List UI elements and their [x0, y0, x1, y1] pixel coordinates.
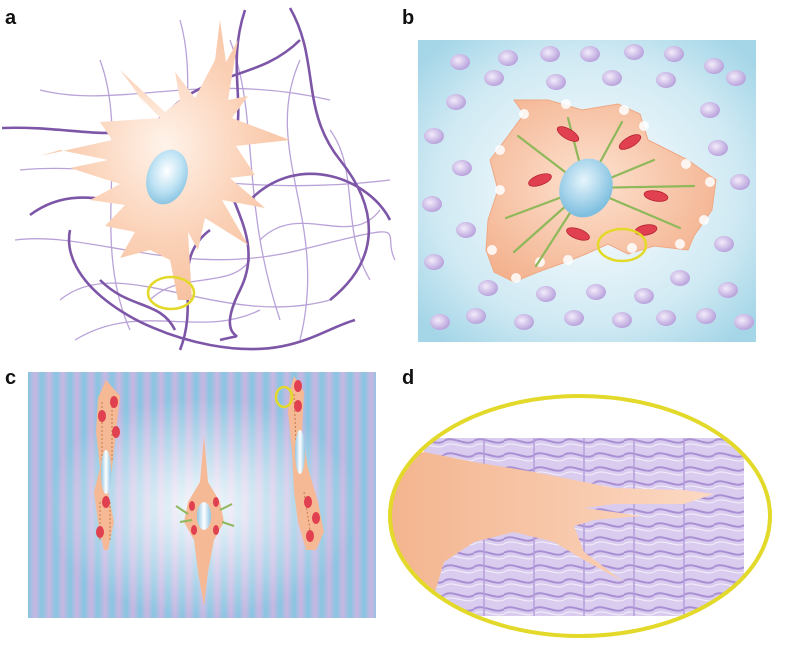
zoom-highlight-ring [388, 394, 772, 638]
elongated-cell-center [175, 436, 235, 606]
elongated-cell-left [94, 380, 120, 550]
panel-d-illustration [388, 394, 772, 638]
panel-letter-c: c [5, 367, 17, 389]
panel-b-illustration [418, 40, 756, 342]
panel-a-fiber-network [0, 0, 400, 360]
focal-contact-highlight-ring [596, 227, 648, 263]
panel-letter-b: b [402, 7, 415, 29]
focal-contact-highlight-ring [274, 385, 294, 409]
panel-c-illustration [28, 372, 376, 618]
panel-letter-d: d [402, 367, 415, 389]
focal-contact-highlight-ring [146, 275, 196, 311]
cell-protrusion [390, 452, 714, 602]
panel-c-grooved-substrate [28, 372, 376, 618]
nucleus [559, 158, 613, 218]
mitochondria [528, 126, 669, 241]
panel-b-bead-substrate [418, 40, 756, 342]
panel-d-zoom-view [384, 392, 776, 640]
elongated-cell-right [288, 376, 324, 550]
panel-a-illustration [1, 7, 396, 351]
panel-letter-a: a [5, 7, 17, 29]
cell-edge-adhesions [487, 99, 715, 283]
nucleus [146, 149, 188, 205]
substrate-beads [422, 44, 754, 330]
